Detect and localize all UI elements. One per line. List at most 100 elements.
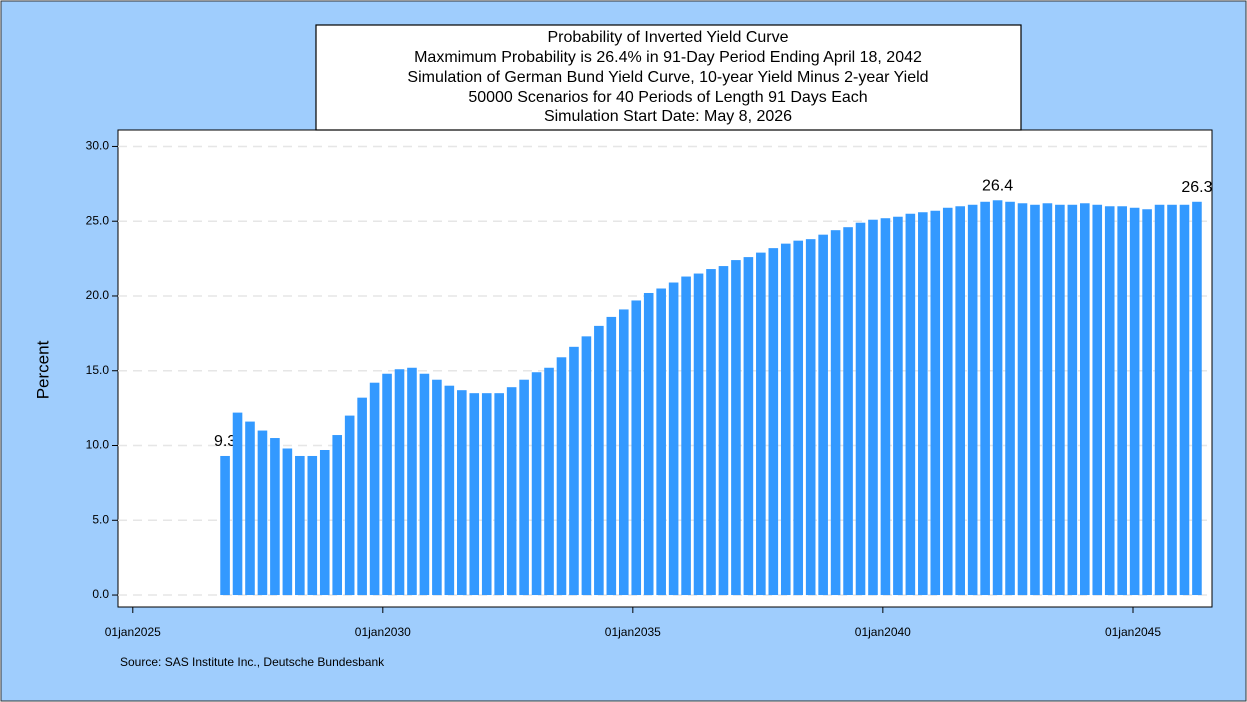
bar: [818, 234, 828, 596]
bar: [843, 227, 853, 596]
bar: [1080, 203, 1090, 596]
bar: [1092, 204, 1103, 596]
bar: [930, 210, 941, 596]
bar: [457, 390, 467, 596]
y-tick-label: 25.0: [86, 213, 110, 227]
bar: [656, 288, 666, 596]
bar: [1129, 207, 1140, 596]
bar: [519, 379, 529, 596]
bar: [581, 336, 592, 596]
data-label: 26.4: [982, 177, 1013, 194]
bar: [407, 367, 417, 596]
bar: [830, 230, 841, 596]
bar: [980, 201, 990, 596]
bar: [942, 207, 953, 596]
bar: [1005, 201, 1015, 596]
bar: [531, 372, 542, 596]
bar: [556, 357, 567, 596]
bar: [594, 325, 604, 596]
bar: [643, 292, 654, 596]
bar: [506, 387, 517, 596]
bar: [494, 393, 504, 596]
bar: [481, 393, 492, 596]
bar: [805, 239, 816, 596]
bar: [319, 449, 330, 596]
bar: [756, 252, 766, 596]
bar: [768, 248, 779, 596]
bar: [469, 393, 480, 596]
bar: [681, 276, 691, 596]
bar: [357, 397, 367, 596]
bar: [1042, 203, 1053, 596]
bar: [743, 257, 754, 596]
bar: [992, 200, 1003, 596]
bar: [918, 212, 928, 596]
bar: [1117, 206, 1127, 596]
title-line: Probability of Inverted Yield Curve: [547, 29, 788, 46]
title-line: 50000 Scenarios for 40 Periods of Length…: [468, 89, 867, 106]
x-tick-label: 01jan2030: [355, 625, 411, 639]
bar: [1179, 204, 1190, 596]
x-tick-label: 01jan2035: [605, 625, 661, 639]
bar: [905, 213, 916, 596]
bar: [731, 260, 741, 596]
bar: [693, 273, 704, 596]
bar: [432, 379, 442, 596]
bar: [270, 438, 280, 596]
bar: [780, 243, 791, 596]
title-line: Maxmimum Probability is 26.4% in 91-Day …: [414, 49, 922, 66]
bar: [1192, 201, 1202, 596]
bar: [606, 316, 617, 596]
x-tick-label: 01jan2025: [105, 625, 161, 639]
bar: [1142, 209, 1152, 596]
y-tick-label: 20.0: [86, 288, 110, 302]
y-tick-label: 0.0: [92, 587, 109, 601]
bar: [295, 455, 305, 596]
bar: [880, 218, 891, 596]
title-line: Simulation Start Date: May 8, 2026: [544, 108, 792, 125]
source-note: Source: SAS Institute Inc., Deutsche Bun…: [120, 655, 385, 669]
bar: [544, 367, 554, 596]
bar: [369, 382, 380, 596]
y-tick-label: 5.0: [92, 512, 109, 526]
bar: [855, 222, 866, 596]
bar: [332, 435, 343, 596]
bar: [444, 385, 455, 596]
bar: [618, 309, 629, 596]
bar: [1104, 206, 1115, 596]
bar: [706, 269, 716, 596]
data-label: 9.3: [214, 433, 236, 450]
bar: [967, 204, 978, 596]
title-box: [315, 24, 1022, 131]
bar: [394, 369, 405, 596]
x-tick-label: 01jan2045: [1105, 625, 1161, 639]
bar: [1017, 203, 1028, 596]
bar: [232, 412, 243, 596]
bar: [1154, 204, 1165, 596]
y-tick-label: 10.0: [86, 438, 110, 452]
bar: [220, 455, 230, 596]
data-label: 26.3: [1181, 179, 1212, 196]
bar: [718, 266, 729, 596]
bar: [419, 373, 430, 596]
bar: [868, 219, 878, 596]
bar: [668, 282, 679, 596]
y-tick-label: 30.0: [86, 139, 110, 153]
bar: [382, 373, 392, 596]
bar: [307, 455, 318, 596]
bar: [793, 240, 804, 596]
x-tick-label: 01jan2040: [855, 625, 911, 639]
bar: [631, 300, 642, 596]
bar: [893, 216, 903, 596]
bar: [245, 421, 255, 596]
bar: [1167, 204, 1177, 596]
bar: [1055, 204, 1065, 596]
bar: [344, 415, 355, 596]
title-line: Simulation of German Bund Yield Curve, 1…: [407, 69, 928, 86]
y-axis-label: Percent: [33, 340, 52, 399]
bar: [282, 448, 293, 596]
bar: [257, 430, 268, 596]
bar: [955, 206, 966, 596]
